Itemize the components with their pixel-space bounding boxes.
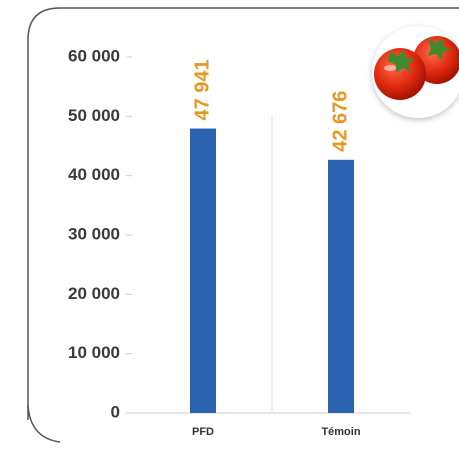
value-label: 47 941 xyxy=(191,59,213,120)
y-tick-label: 10 000 xyxy=(68,343,120,362)
y-tick-label: 50 000 xyxy=(68,106,120,125)
y-tick-label: 40 000 xyxy=(68,165,120,184)
y-tick-label: 0 xyxy=(111,402,120,421)
bar xyxy=(328,159,354,413)
x-tick-label: PFD xyxy=(192,426,214,438)
tomato-badge xyxy=(372,26,459,118)
card-border xyxy=(27,404,61,443)
x-tick-label: Témoin xyxy=(321,426,360,438)
value-label: 42 676 xyxy=(329,91,351,152)
y-tick-label: 30 000 xyxy=(68,224,120,243)
y-tick-label: 60 000 xyxy=(68,46,120,65)
bar xyxy=(190,128,216,414)
card-border xyxy=(27,7,459,420)
y-tick-label: 20 000 xyxy=(68,284,120,303)
